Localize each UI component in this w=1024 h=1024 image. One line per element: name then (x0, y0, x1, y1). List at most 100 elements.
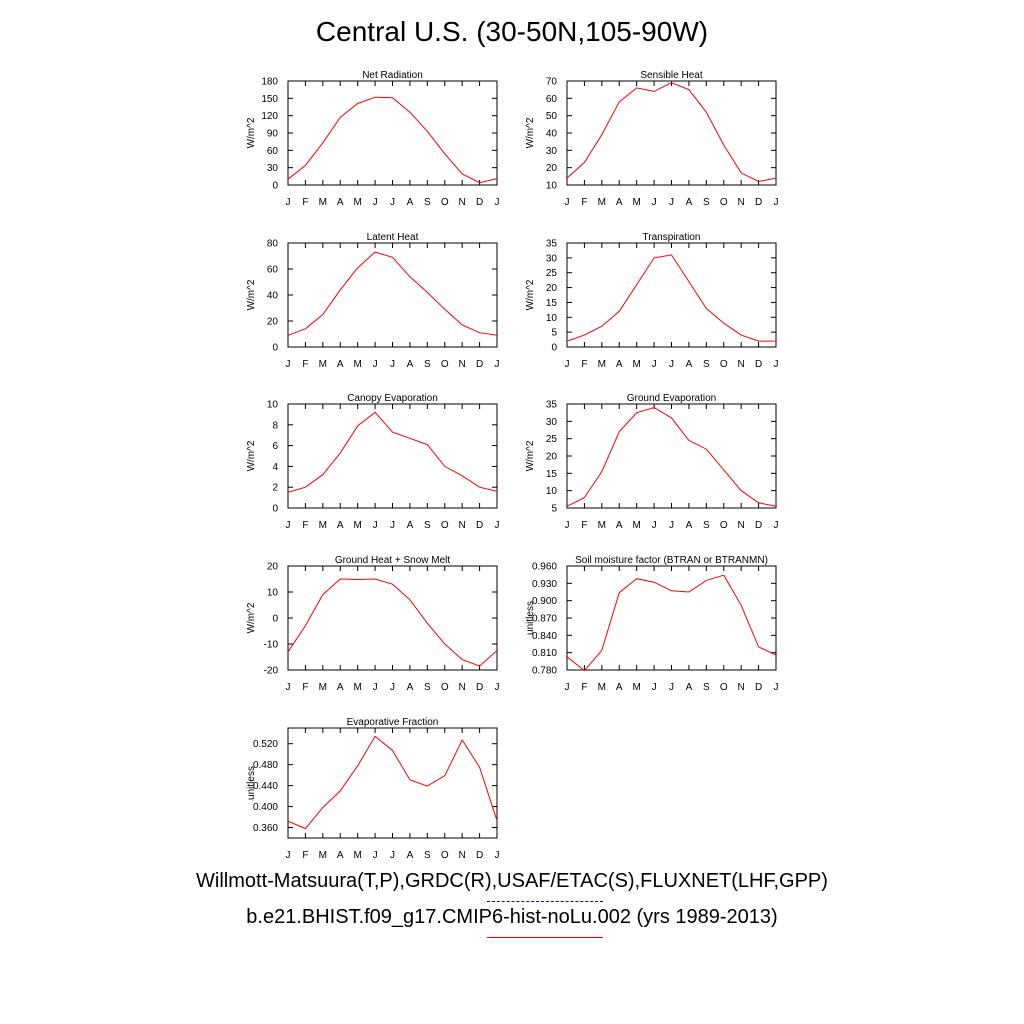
x-tick-label: M (632, 682, 640, 693)
y-tick-label: 0.960 (532, 562, 557, 573)
x-tick-label: J (495, 850, 500, 861)
x-tick-label: A (407, 197, 414, 208)
y-axis-label: W/m^2 (525, 279, 536, 310)
x-tick-label: D (476, 682, 483, 693)
x-tick-label: J (652, 197, 657, 208)
x-tick-label: N (459, 682, 466, 693)
x-tick-label: J (669, 197, 674, 208)
y-tick-label: 4 (272, 462, 278, 473)
page-title: Central U.S. (30-50N,105-90W) (315, 16, 709, 47)
y-axis-label: unitless (246, 766, 257, 800)
x-tick-label: A (616, 682, 623, 693)
x-tick-label: F (581, 197, 587, 208)
x-tick-label: O (441, 520, 449, 531)
y-tick-label: 0.360 (253, 823, 278, 834)
series-line (566, 254, 776, 342)
x-tick-label: M (319, 359, 327, 370)
x-tick-label: J (390, 520, 395, 531)
panel-title: Canopy Evaporation (347, 393, 438, 404)
y-tick-label: 10 (546, 181, 558, 192)
x-tick-label: F (581, 682, 587, 693)
y-tick-label: 35 (546, 400, 558, 411)
y-axis-label: W/m^2 (246, 117, 257, 148)
y-tick-label: 8 (272, 420, 278, 431)
y-tick-label: 30 (546, 253, 558, 264)
y-tick-label: 60 (546, 94, 558, 105)
x-tick-label: N (459, 359, 466, 370)
y-axis-label: W/m^2 (246, 440, 257, 471)
x-tick-label: J (373, 682, 378, 693)
x-tick-label: J (774, 197, 779, 208)
y-tick-label: 10 (546, 486, 558, 497)
x-tick-label: J (495, 520, 500, 531)
y-tick-label: -20 (264, 666, 279, 677)
y-tick-label: 0 (272, 181, 278, 192)
x-tick-label: M (598, 520, 606, 531)
x-tick-label: F (302, 359, 308, 370)
y-tick-label: 15 (546, 469, 558, 480)
y-tick-label: -10 (264, 640, 279, 651)
y-tick-label: 20 (546, 452, 558, 463)
x-tick-label: O (720, 197, 728, 208)
x-tick-label: A (337, 850, 344, 861)
x-tick-label: J (669, 520, 674, 531)
y-tick-label: 50 (546, 111, 558, 122)
y-tick-label: 180 (261, 77, 278, 88)
y-tick-label: 0 (272, 343, 278, 354)
x-tick-label: N (738, 197, 745, 208)
model-legend-label: b.e21.BHIST.f09_g17.CMIP6-hist-noLu.002 … (246, 906, 778, 928)
y-tick-label: 0.930 (532, 579, 557, 590)
y-tick-label: 0 (272, 504, 278, 515)
x-tick-label: A (686, 359, 693, 370)
x-tick-label: M (353, 359, 361, 370)
x-tick-label: N (459, 520, 466, 531)
x-tick-label: M (632, 520, 640, 531)
x-tick-label: A (616, 359, 623, 370)
x-tick-label: M (319, 850, 327, 861)
x-tick-label: S (703, 359, 710, 370)
x-tick-label: F (302, 682, 308, 693)
y-tick-label: 0 (272, 614, 278, 625)
x-tick-label: S (424, 359, 431, 370)
x-tick-label: S (703, 682, 710, 693)
x-tick-label: O (441, 850, 449, 861)
y-tick-label: 150 (261, 94, 278, 105)
x-tick-label: J (286, 682, 291, 693)
x-tick-label: F (302, 850, 308, 861)
series-line (287, 96, 498, 184)
x-tick-label: M (319, 197, 327, 208)
x-tick-label: A (337, 197, 344, 208)
y-axis-label: unitless (525, 601, 536, 635)
x-tick-label: M (353, 682, 361, 693)
plot-frame (287, 80, 498, 186)
x-tick-label: A (686, 520, 693, 531)
x-tick-label: J (774, 682, 779, 693)
x-tick-label: J (373, 359, 378, 370)
x-tick-label: D (755, 359, 762, 370)
x-tick-label: J (390, 682, 395, 693)
x-tick-label: D (476, 197, 483, 208)
x-tick-label: J (373, 850, 378, 861)
x-tick-label: A (407, 682, 414, 693)
y-tick-label: 25 (546, 268, 558, 279)
x-tick-label: O (720, 682, 728, 693)
x-tick-label: J (774, 520, 779, 531)
y-tick-label: 0.810 (532, 648, 557, 659)
plot-frame (566, 242, 777, 348)
y-tick-label: 5 (551, 328, 557, 339)
x-tick-label: S (703, 520, 710, 531)
x-tick-label: M (632, 197, 640, 208)
series-line (566, 574, 777, 672)
x-tick-label: J (495, 682, 500, 693)
y-tick-label: 20 (546, 283, 558, 294)
x-tick-label: F (302, 197, 308, 208)
y-axis-label: W/m^2 (525, 117, 536, 148)
x-tick-label: J (565, 359, 570, 370)
x-tick-label: A (616, 520, 623, 531)
x-tick-label: F (302, 520, 308, 531)
x-tick-label: A (337, 359, 344, 370)
x-tick-label: J (652, 682, 657, 693)
x-tick-label: A (686, 682, 693, 693)
x-tick-label: N (738, 359, 745, 370)
panel-title: Ground Evaporation (627, 393, 717, 404)
